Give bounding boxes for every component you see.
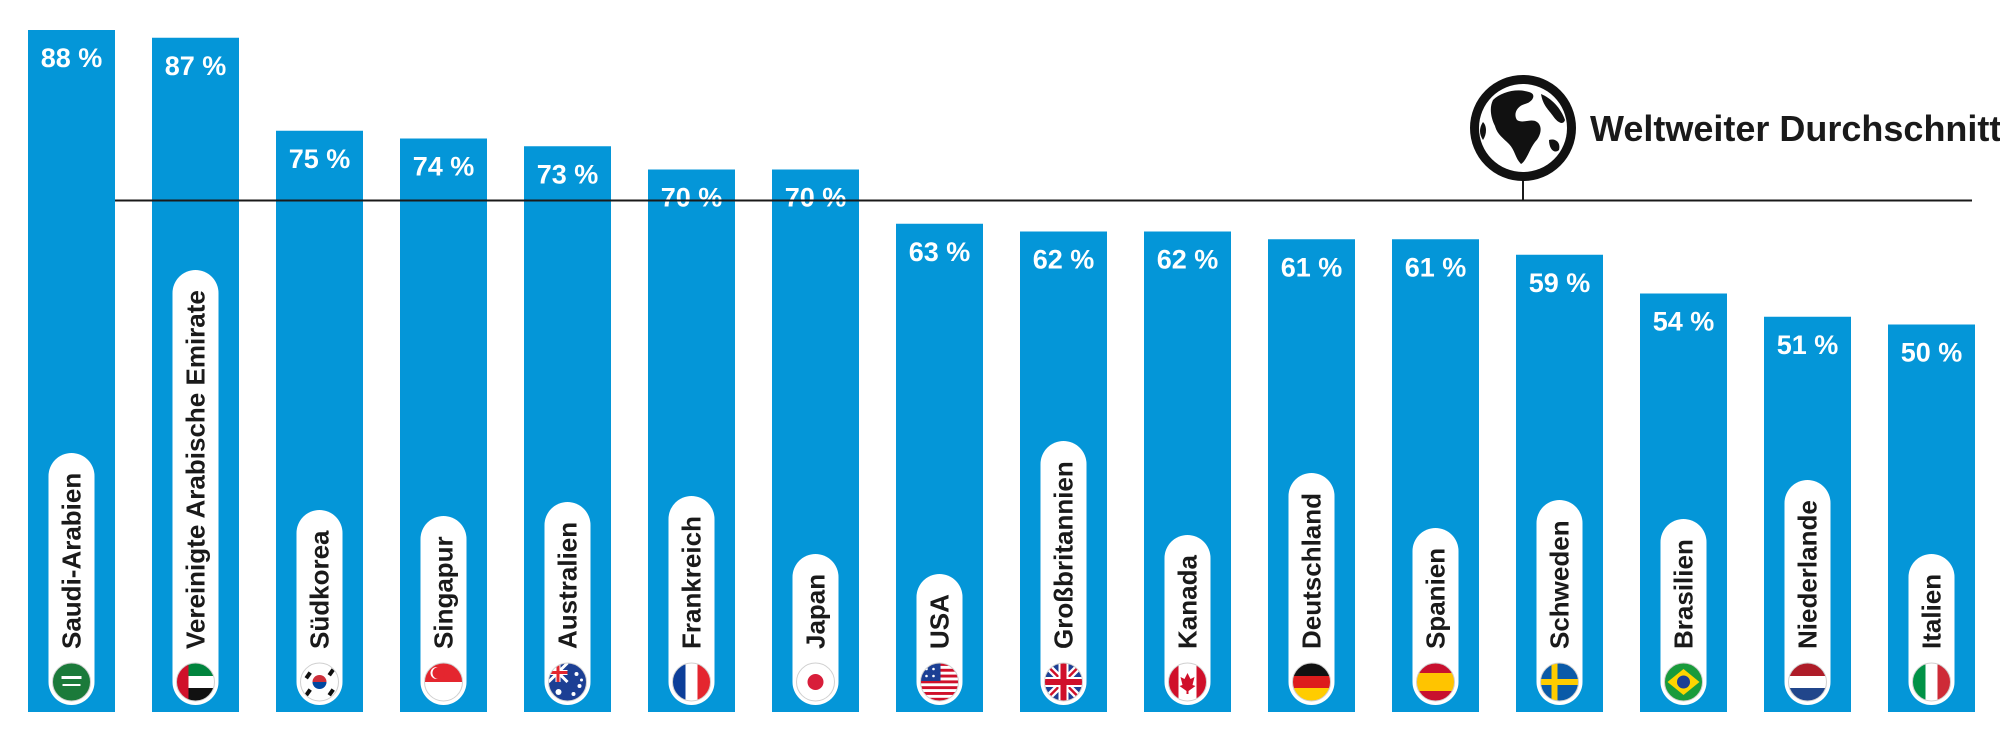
category-label: Vereinigte Arabische Emirate [181, 290, 211, 649]
average-label: Weltweiter Durchschnitt = 66 % [1590, 108, 2000, 149]
bar-group: 75 % Südkorea [276, 130, 363, 712]
category-label: Singapur [429, 536, 459, 649]
value-label: 62 % [1157, 245, 1219, 275]
category-pill [1040, 441, 1087, 705]
value-label: 87 % [165, 51, 227, 81]
category-pill [1164, 535, 1211, 705]
bar-group: 62 % Großbritannien [1020, 231, 1107, 712]
flag-brazil-icon [1664, 662, 1703, 702]
flag-spain-icon [1416, 662, 1455, 702]
category-label: Kanada [1173, 555, 1203, 649]
value-label: 70 % [661, 183, 723, 213]
bars: 88 % Saudi-Arabien 87 % Vereinigte Arabisch… [28, 30, 1975, 712]
category-pill [296, 510, 343, 705]
flag-canada-icon [1168, 662, 1207, 702]
value-label: 62 % [1033, 245, 1095, 275]
bar-group: 70 % Japan [772, 169, 859, 712]
bar-group: 50 % Italien [1888, 324, 1975, 712]
value-label: 61 % [1281, 252, 1343, 282]
category-label: Australien [553, 522, 583, 649]
bar-group: 87 % Vereinigte Arabische Emirate [152, 37, 239, 712]
bar-group: 54 % Brasilien [1640, 293, 1727, 712]
flag-sweden-icon [1540, 662, 1579, 702]
category-label: Frankreich [677, 516, 707, 649]
category-pill [1412, 528, 1459, 705]
flag-usa-icon [920, 662, 959, 702]
value-label: 51 % [1777, 330, 1839, 360]
flag-japan-icon [796, 662, 835, 702]
flag-saudi-arabia-icon [52, 662, 91, 702]
category-pill [172, 270, 219, 705]
category-label: Brasilien [1669, 539, 1699, 649]
value-label: 70 % [785, 183, 847, 213]
flag-france-icon [672, 662, 711, 702]
value-label: 63 % [909, 237, 971, 267]
value-label: 74 % [413, 152, 475, 182]
bar-group: 70 % Frankreich [648, 169, 735, 712]
value-label: 75 % [289, 144, 351, 174]
flag-south-korea-icon [300, 662, 339, 702]
bar-group: 51 % Niederlande [1764, 316, 1851, 712]
category-pill [668, 496, 715, 705]
category-label: Italien [1917, 574, 1947, 649]
category-label: Saudi-Arabien [57, 473, 87, 649]
category-label: Niederlande [1793, 500, 1823, 649]
bar-group: 62 % Kanada [1144, 231, 1231, 712]
bar-group: 88 % Saudi-Arabien [28, 30, 115, 712]
category-label: Schweden [1545, 520, 1575, 649]
bar-group: 61 % Spanien [1392, 239, 1479, 712]
bar-group: 73 % Australien [524, 146, 611, 712]
category-label: Deutschland [1297, 493, 1327, 649]
value-label: 54 % [1653, 307, 1715, 337]
flag-singapore-icon [424, 662, 463, 702]
flag-uk-icon [1044, 662, 1083, 702]
flag-italy-icon [1912, 662, 1951, 702]
category-label: Japan [801, 574, 831, 649]
flag-germany-icon [1292, 662, 1331, 702]
category-label: Großbritannien [1049, 461, 1079, 649]
category-pill [420, 516, 467, 705]
category-label: Südkorea [305, 530, 335, 649]
category-pill [1288, 473, 1335, 705]
category-pill [48, 453, 95, 705]
category-pill [1660, 519, 1707, 705]
category-pill [1536, 500, 1583, 705]
category-pill [1784, 480, 1831, 705]
value-label: 61 % [1405, 252, 1467, 282]
bar-group: 61 % Deutschland [1268, 239, 1355, 712]
category-pill [544, 502, 591, 705]
value-label: 59 % [1529, 268, 1591, 298]
category-label: USA [925, 594, 955, 649]
flag-uae-icon [176, 662, 215, 702]
bar-group: 74 % Singapur [400, 138, 487, 712]
bar-group: 59 % Schweden [1516, 254, 1603, 712]
value-label: 73 % [537, 159, 599, 189]
globe-icon [1470, 75, 1576, 181]
flag-australia-icon [548, 662, 587, 702]
flag-netherlands-icon [1788, 662, 1827, 702]
value-label: 88 % [41, 43, 103, 73]
bar-group: 63 % USA [896, 223, 983, 712]
value-label: 50 % [1901, 338, 1963, 368]
category-label: Spanien [1421, 548, 1451, 649]
